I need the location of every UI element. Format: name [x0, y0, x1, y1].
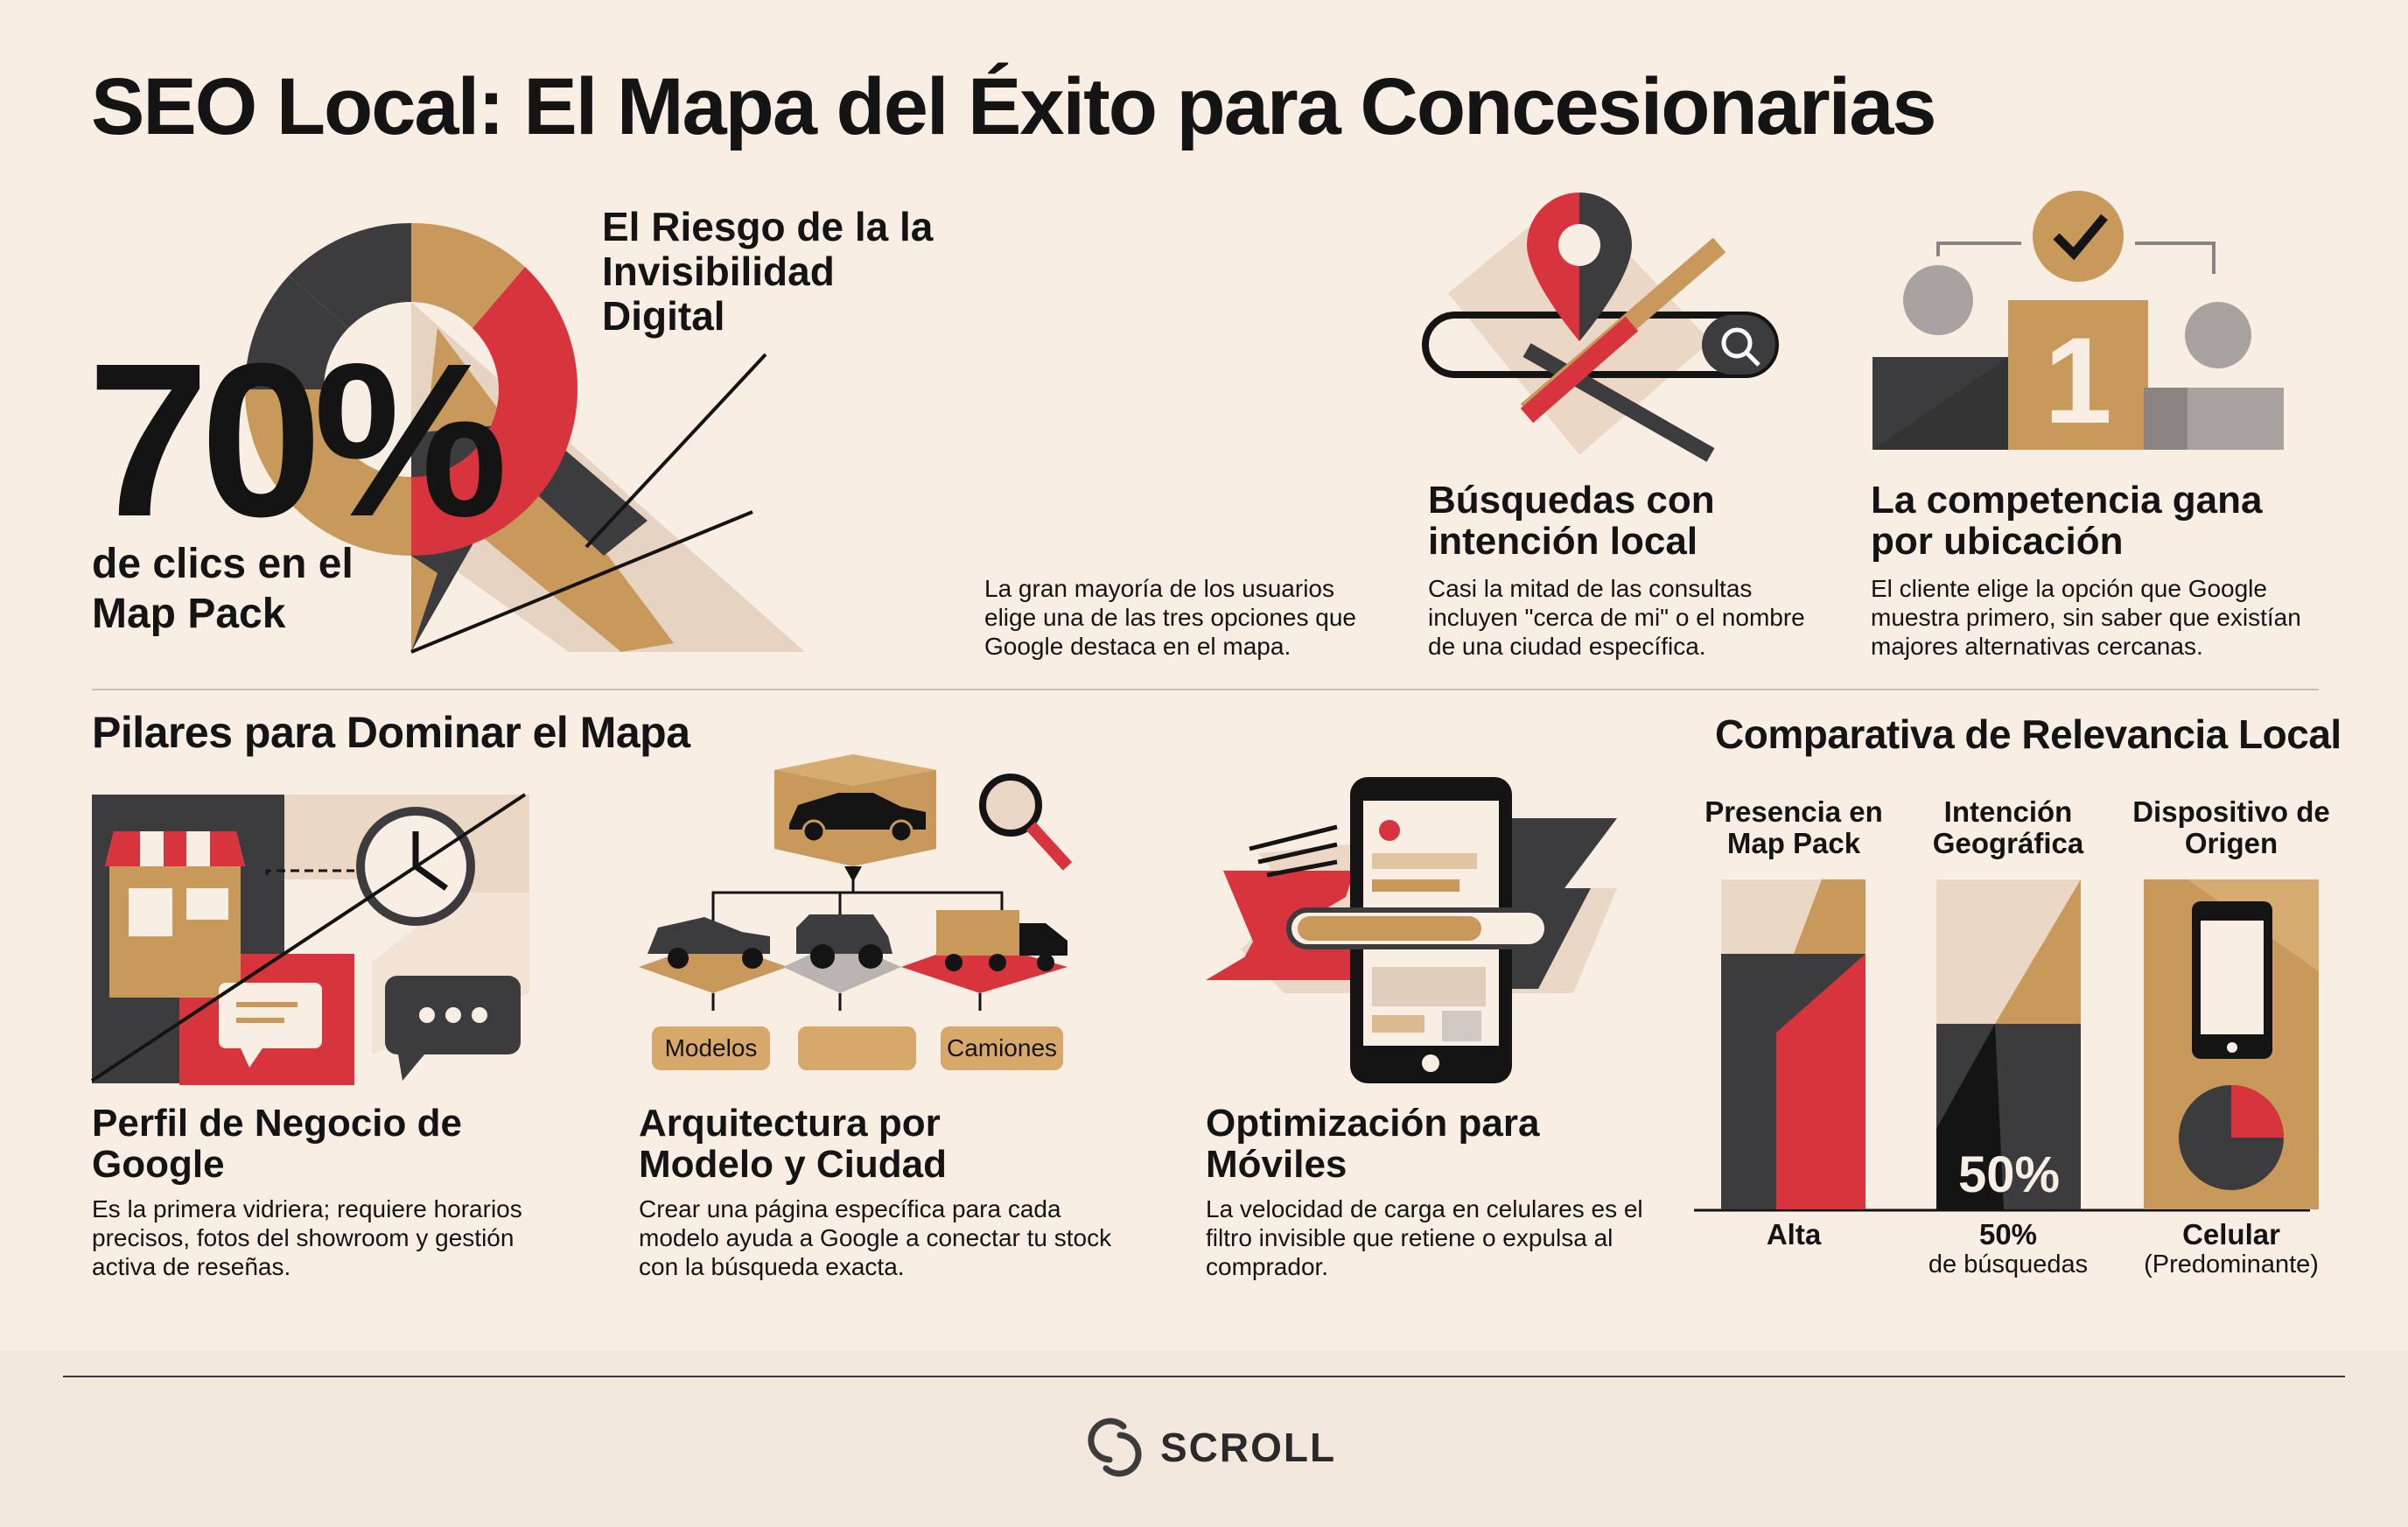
pillar-architecture-desc: Crear una página específica para cada mo…: [639, 1195, 1112, 1280]
smartphone-icon: [2192, 901, 2272, 1059]
scroll-logo-icon: [1088, 1418, 1142, 1477]
comparison-col1-head: Presencia en Map Pack: [1704, 795, 1883, 859]
comparison-col3-head: Dispositivo de Origen: [2132, 795, 2330, 859]
comparison-bar-map-pack: [1721, 879, 1866, 1209]
comparison-bar-device: [2144, 879, 2319, 1209]
card-local-intent-desc: Casi la mitad de las consultas incluyen …: [1428, 575, 1805, 660]
podium-number: 1: [2044, 312, 2112, 449]
architecture-label-trucks: Camiones: [941, 1026, 1063, 1070]
car-icon: [774, 754, 936, 866]
pillar-mobile-title: Optimización para Móviles: [1206, 1102, 1540, 1186]
pillar-architecture-title: Arquitectura por Modelo y Ciudad: [639, 1102, 947, 1186]
pillar-mobile-desc: La velocidad de carga en celulares es el…: [1206, 1195, 1643, 1280]
hero-risk-title: El Riesgo de la la Invisibilidad Digital: [602, 204, 934, 339]
hero-percentage: 70%: [88, 318, 508, 562]
magnifier-icon: [979, 774, 1073, 871]
comparison-col1-foot: Alta: [1766, 1218, 1822, 1250]
pillar-google-profile-desc: Es la primera vidriera; requiere horario…: [92, 1195, 522, 1280]
page-title: SEO Local: El Mapa del Éxito para Conces…: [91, 62, 1937, 151]
footer-background: [0, 1350, 2408, 1527]
checkmark-icon: [2033, 191, 2124, 282]
mobile-graphic: [1206, 777, 1617, 1083]
storefront-icon: [105, 831, 245, 998]
map-pin-search-graphic: [1422, 193, 1779, 462]
footer-brand[interactable]: SCROLL: [1083, 1416, 1336, 1479]
comparison-col3-sub: (Predominante): [2144, 1250, 2319, 1278]
architecture-graphic: [639, 754, 1073, 1011]
pillars-section-title: Pilares para Dominar el Mapa: [92, 708, 690, 757]
comparison-col2-head: Intención Geográfica: [1932, 795, 2084, 859]
comparison-bars: 50%: [1694, 879, 2319, 1212]
hero-risk-description: La gran mayoría de los usuarios elige un…: [984, 575, 1356, 660]
section-divider: [92, 689, 2319, 690]
comparison-section-title: Comparativa de Relevancia Local: [1715, 711, 2342, 757]
footer-brand-name: SCROLL: [1160, 1425, 1337, 1470]
comparison-bar-geo-intent: 50%: [1936, 879, 2081, 1209]
map-pin-icon: [1527, 193, 1632, 341]
card-competition-desc: El cliente elige la opción que Google mu…: [1871, 575, 2301, 660]
card-local-intent-title: Búsquedas con intención local: [1428, 479, 1715, 563]
architecture-label-empty: [798, 1026, 916, 1070]
hero-donut-graphic: [244, 222, 805, 654]
hero-percentage-caption: de clics en el Map Pack: [92, 541, 354, 637]
architecture-label-models: Modelos: [652, 1026, 770, 1070]
search-icon: [1721, 327, 1760, 367]
google-profile-graphic: [90, 793, 529, 1085]
pillar-google-profile-title: Perfil de Negocio de Google: [92, 1102, 462, 1186]
comparison-col2-sub: de búsquedas: [1928, 1250, 2089, 1278]
comparison-col2-overlay: 50%: [1958, 1146, 2060, 1203]
comparison-col3-foot: Celular: [2182, 1218, 2280, 1250]
pie-icon: [2179, 1085, 2284, 1190]
card-competition-title: La competencia gana por ubicación: [1871, 479, 2263, 563]
chat-icon: [219, 976, 521, 1081]
footer-divider: [63, 1376, 2345, 1377]
podium-graphic: 1: [1872, 191, 2284, 450]
comparison-col2-foot: 50%: [1978, 1218, 2038, 1250]
